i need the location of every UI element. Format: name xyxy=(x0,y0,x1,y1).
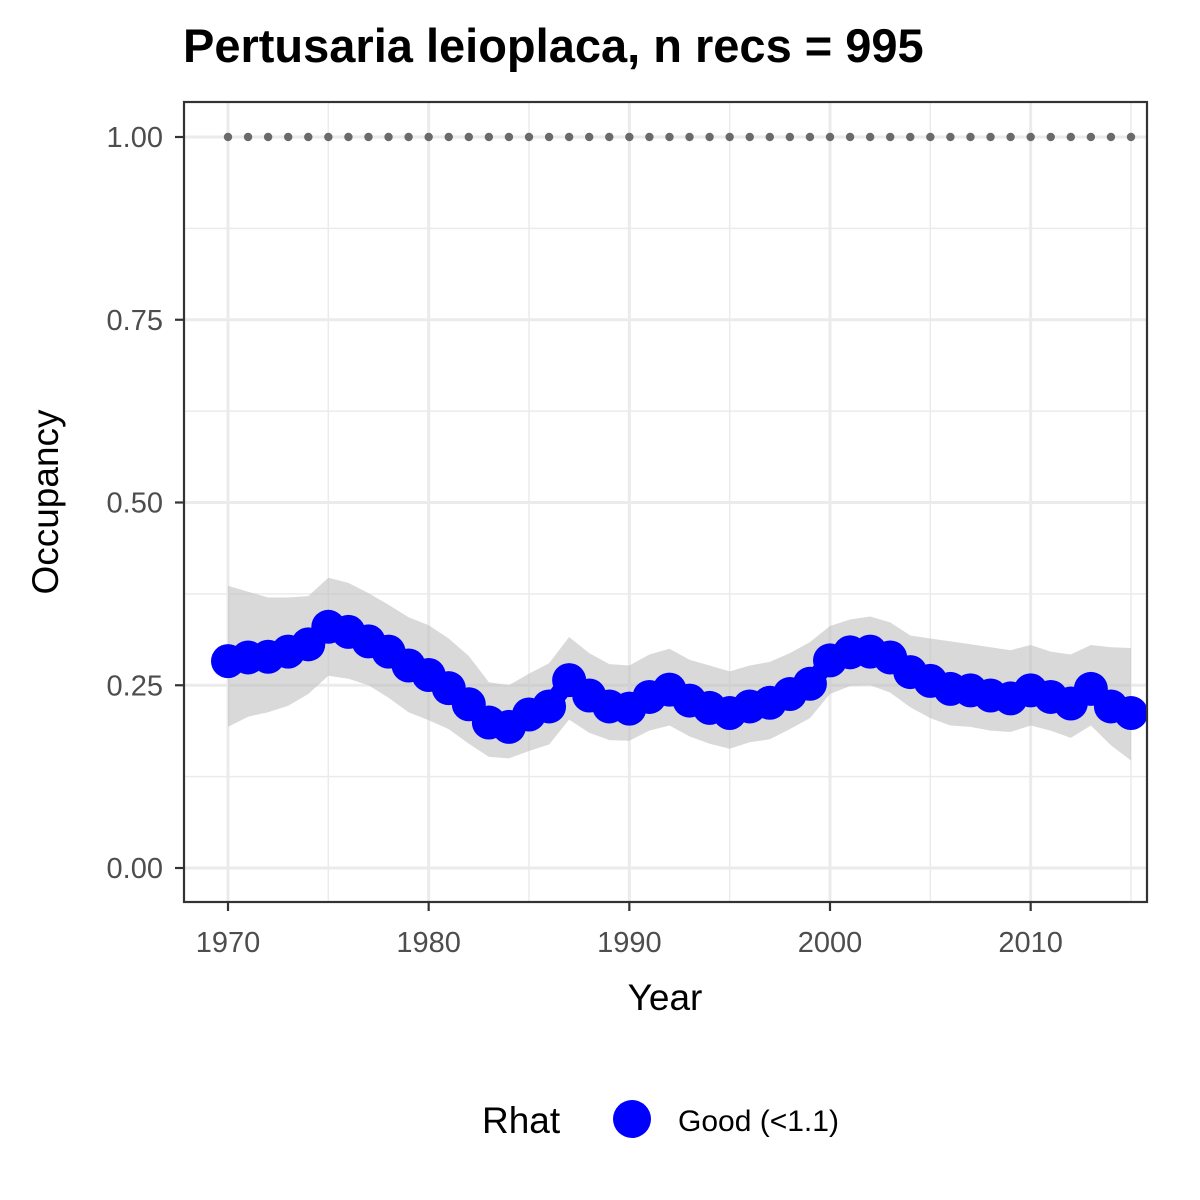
reference-point xyxy=(263,132,273,142)
reference-point xyxy=(1066,132,1076,142)
reference-point xyxy=(304,132,313,142)
reference-point xyxy=(384,132,393,142)
reference-point xyxy=(645,132,654,142)
reference-point xyxy=(464,132,473,142)
y-axis-title: Occupancy xyxy=(25,409,66,595)
legend-title: Rhat xyxy=(482,1100,561,1141)
occupancy-points xyxy=(211,609,1148,744)
reference-point xyxy=(223,132,233,142)
reference-point xyxy=(1086,132,1096,142)
reference-point xyxy=(745,132,754,142)
reference-point xyxy=(865,132,875,142)
reference-point xyxy=(986,132,995,142)
y-tick-label: 0.75 xyxy=(107,305,163,337)
x-tick-label: 1980 xyxy=(396,927,461,959)
reference-point xyxy=(625,132,634,142)
reference-point xyxy=(324,132,333,142)
reference-point xyxy=(243,132,253,142)
y-tick-label: 0.00 xyxy=(107,853,163,885)
reference-point xyxy=(886,132,895,142)
reference-point xyxy=(1026,132,1035,142)
x-axis-title: Year xyxy=(628,977,703,1018)
legend: Rhat Good (<1.1) xyxy=(482,1100,839,1141)
x-axis: 1970 1980 1990 2000 2010 xyxy=(196,902,1063,959)
reference-point xyxy=(484,132,494,142)
legend-key-good xyxy=(613,1100,651,1138)
reference-point xyxy=(605,132,614,142)
x-tick-label: 2000 xyxy=(798,927,863,959)
y-tick-label: 1.00 xyxy=(107,122,163,154)
reference-point xyxy=(785,132,795,142)
reference-point xyxy=(524,132,534,142)
reference-point xyxy=(444,132,453,142)
occupancy-point xyxy=(1114,696,1148,731)
reference-point xyxy=(585,132,594,142)
reference-point xyxy=(344,132,353,142)
reference-point xyxy=(404,132,413,142)
reference-point xyxy=(1046,132,1055,142)
occupancy-point xyxy=(532,689,567,724)
reference-point xyxy=(1106,132,1116,142)
reference-point xyxy=(845,132,855,142)
reference-point xyxy=(926,132,935,142)
y-tick-label: 0.25 xyxy=(107,670,163,702)
reference-point xyxy=(765,132,774,142)
x-tick-label: 2010 xyxy=(998,927,1063,959)
reference-point xyxy=(685,132,694,142)
x-tick-label: 1990 xyxy=(597,927,662,959)
reference-point xyxy=(1006,132,1015,142)
x-tick-label: 1970 xyxy=(196,927,261,959)
credible-interval-band xyxy=(228,577,1131,761)
reference-point xyxy=(564,132,574,142)
reference-point xyxy=(966,132,975,142)
reference-point xyxy=(705,132,714,142)
reference-point xyxy=(364,132,373,142)
reference-point xyxy=(906,132,915,142)
chart-title: Pertusaria leioplaca, n recs = 995 xyxy=(183,19,924,72)
y-axis: 0.00 0.25 0.50 0.75 1.00 xyxy=(107,122,184,885)
legend-label-good: Good (<1.1) xyxy=(678,1105,839,1138)
reference-point xyxy=(665,132,674,142)
reference-point xyxy=(946,132,955,142)
reference-point xyxy=(544,132,554,142)
y-tick-label: 0.50 xyxy=(107,488,163,520)
reference-point xyxy=(725,132,734,142)
reference-point xyxy=(1126,132,1136,142)
reference-point xyxy=(805,132,815,142)
reference-dotted-line xyxy=(223,132,1136,142)
reference-point xyxy=(284,132,293,142)
reference-point xyxy=(504,132,514,142)
occupancy-point xyxy=(792,666,827,701)
reference-point xyxy=(424,132,433,142)
reference-point xyxy=(825,132,835,142)
